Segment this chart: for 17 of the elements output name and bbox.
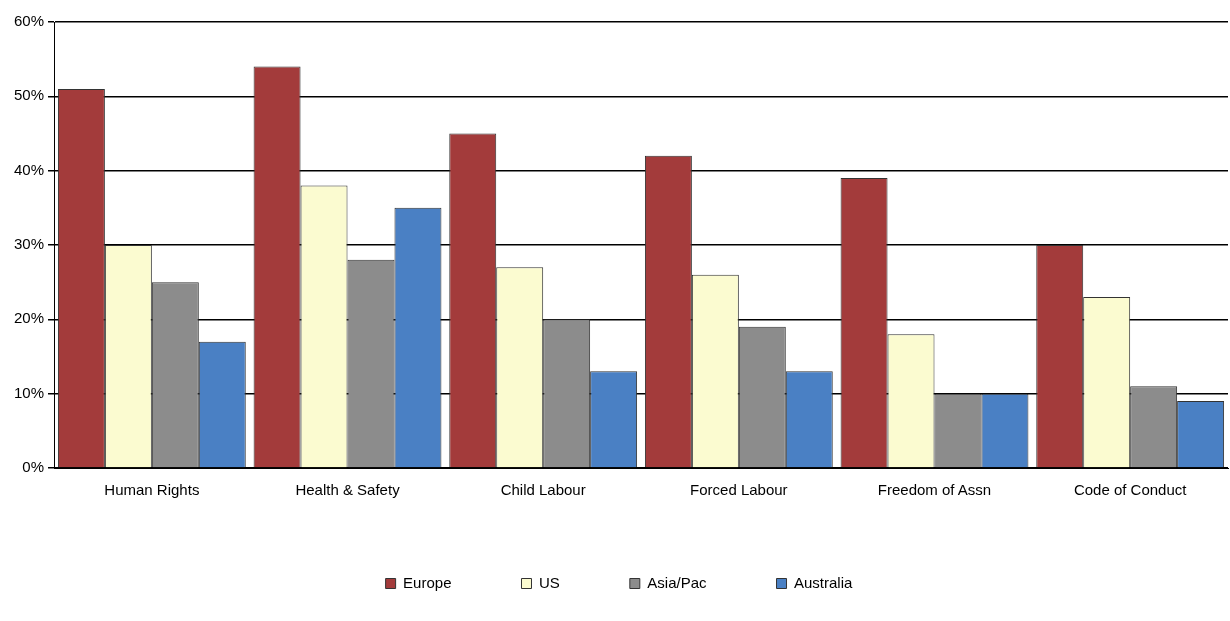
y-tick-label: 40% (13, 160, 45, 178)
x-tick-label: Human Rights (104, 481, 200, 499)
y-tick-label: 10% (13, 383, 45, 401)
y-tick-label: 20% (13, 309, 45, 327)
legend-label: Australia (794, 573, 854, 591)
legend-label: Asia/Pac (647, 573, 708, 591)
legend-label: Europe (403, 573, 452, 591)
legend-label: US (538, 573, 560, 591)
x-tick-label: Forced Labour (690, 481, 788, 499)
x-tick-label: Child Labour (500, 481, 586, 499)
y-tick-label: 0% (22, 458, 45, 476)
y-tick-label: 60% (13, 12, 45, 30)
x-tick-label: Code of Conduct (1073, 481, 1188, 499)
x-tick-label: Health & Safety (295, 481, 401, 499)
x-tick-label: Freedom of Assn (877, 481, 992, 499)
y-tick-label: 30% (13, 235, 45, 253)
y-tick-label: 50% (13, 86, 45, 104)
